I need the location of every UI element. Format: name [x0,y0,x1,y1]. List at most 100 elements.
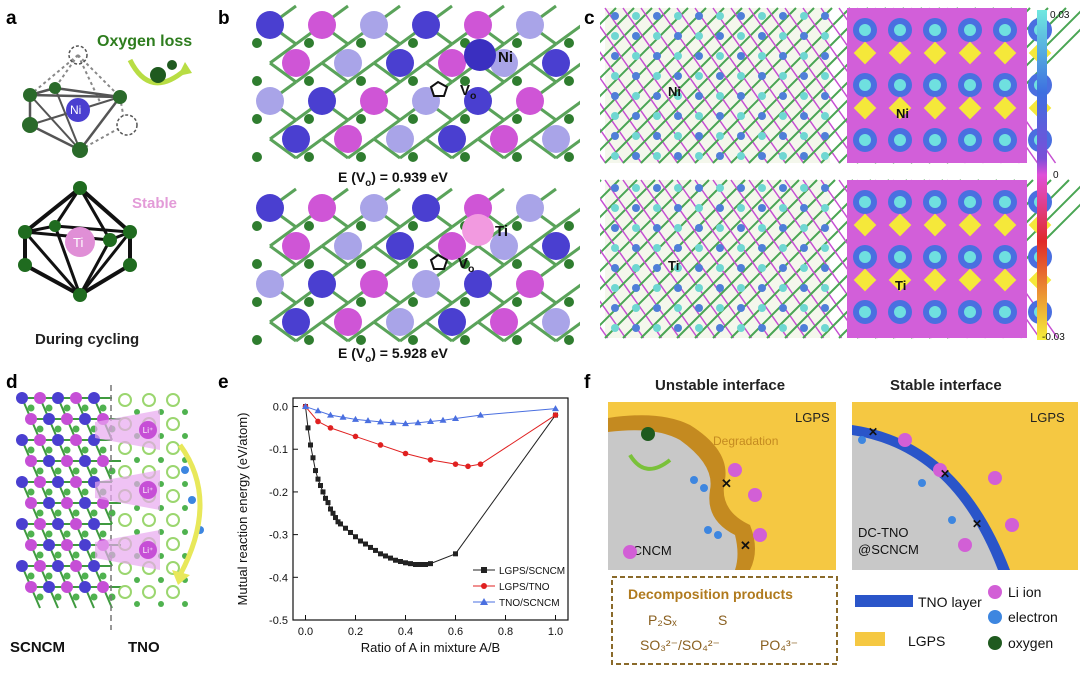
contour-blob [929,79,941,91]
oxygen-atom [356,76,366,86]
density-node [674,132,682,140]
decomposition-box [611,576,838,665]
oxygen-loss-label: Oxygen loss [97,33,192,50]
blocked-mark-icon: ✕ [740,538,751,553]
metal-atom [542,49,570,77]
density-node [737,244,745,252]
metal-atom [16,434,28,446]
oxygen-atom [460,76,470,86]
density-node [779,112,787,120]
contour-blob [929,306,941,318]
metal-atom [256,11,284,39]
bond [477,137,505,160]
mesh-line [600,179,674,255]
density-node [716,224,724,232]
density-node [632,224,640,232]
density-node [737,112,745,120]
data-point [408,561,413,567]
ti-atom [462,214,494,246]
density-node [758,92,766,100]
oxygen-atom [408,297,418,307]
oxygen-atom [460,335,470,345]
data-point [314,407,322,414]
density-node [632,52,640,60]
density-node [758,112,766,120]
contour-blob [859,306,871,318]
metal-atom [360,270,388,298]
bond [477,118,505,141]
density-node [674,264,682,272]
oxygen-atom [252,114,262,124]
data-point [477,411,484,418]
metal-atom [70,434,82,446]
bond [503,244,531,267]
contour-peak [853,96,877,120]
oxygen-atom [356,335,366,345]
x-tick-label: 0.8 [498,626,513,638]
contour-blob [894,196,906,208]
bond [555,62,580,84]
density-node [632,152,640,160]
colorbar-max: 0.03 [1050,10,1070,21]
density-node [758,132,766,140]
bond [529,118,557,141]
density-node [653,284,661,292]
density-node [611,184,619,192]
mesh-line [600,7,689,98]
density-node [716,112,724,120]
arrow-head-icon [172,570,190,585]
data-point [428,561,433,567]
tno-label: TNO [128,639,160,656]
bond [477,244,505,267]
metal-atom [43,413,55,425]
oxygen-atom [113,90,127,104]
mesh-line [622,179,782,339]
contour-blob [964,251,976,263]
oxygen-atom [134,577,140,583]
blocked-mark-icon: ✕ [940,467,950,481]
metal-atom [88,560,100,572]
contour-blob [999,79,1011,91]
oxygen-atom [408,76,418,86]
oxygen-atom [54,467,62,475]
data-point [302,403,309,410]
blocked-mark-icon: ✕ [868,425,878,439]
oxygen-atom [54,593,62,601]
contour-blob [894,306,906,318]
panel-label-e: e [218,372,229,393]
lost-oxygen-icon [167,60,177,70]
contour-blob [999,251,1011,263]
density-node [800,324,808,332]
oxygen-atom [81,446,89,454]
lgps-label-right: LGPS [1030,410,1065,425]
data-point [423,562,428,567]
oxygen-atom [356,297,366,307]
density-node [716,32,724,40]
metal-atom [34,560,46,572]
y-tick-label: -0.2 [269,487,288,499]
bond [425,42,453,65]
oxygen-atom [408,335,418,345]
oxygen-atom [356,38,366,48]
metal-atom [438,49,466,77]
oxygen-atom [512,152,522,162]
data-point [377,442,384,448]
electron-icon [181,466,189,474]
density-node [737,72,745,80]
density-node [653,224,661,232]
oxygen-atom [512,259,522,269]
mesh-line [600,179,656,237]
contour-blob [894,24,906,36]
stable-interface-title: Stable interface [890,377,1002,394]
oxygen-atom [134,409,140,415]
x-tick-label: 1.0 [548,626,563,638]
data-point [333,515,338,521]
oxygen-atom [90,593,98,601]
li-label: Li⁺ [143,426,153,435]
electron-icon [714,531,722,539]
mesh-line [676,179,836,339]
metal-atom [25,413,37,425]
tno-atom [142,513,156,527]
metal-atom [386,125,414,153]
density-node [695,224,703,232]
